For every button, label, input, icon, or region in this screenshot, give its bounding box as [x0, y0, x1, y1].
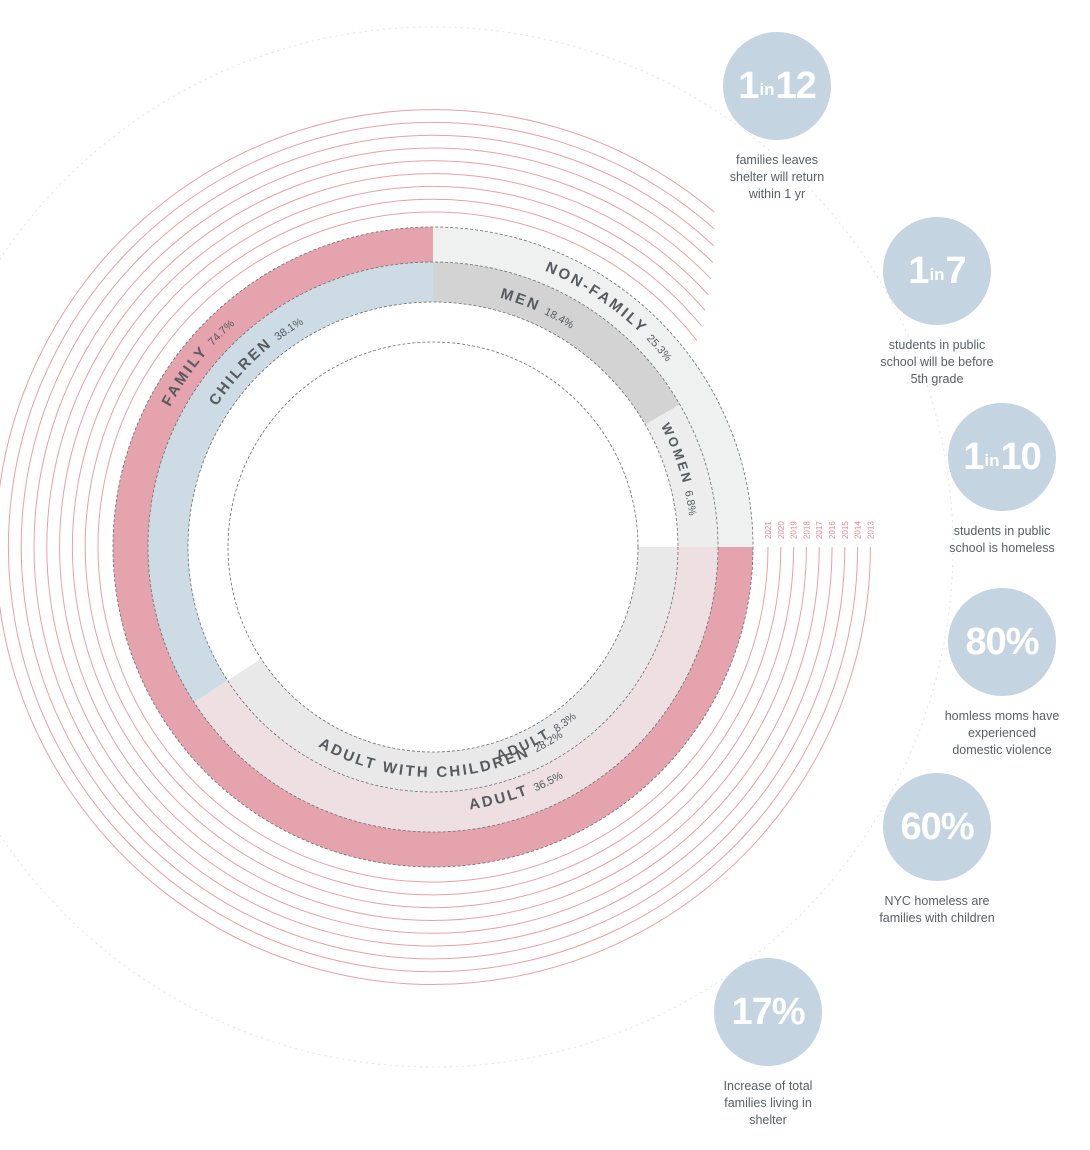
- stat-value: 60%: [900, 805, 974, 848]
- stat-caption-line: domestic violence: [952, 743, 1052, 757]
- year-arc-2017: [46, 160, 820, 934]
- year-label-2020: 2020: [777, 521, 786, 539]
- stat-caption-line: families living in: [724, 1096, 812, 1110]
- ring-inner-adult: [193, 547, 718, 833]
- ring-divider-2: [187, 301, 679, 793]
- stat-item: 1 in 10 students in public school is homeles…: [922, 403, 1082, 557]
- year-label-2018: 2018: [802, 521, 811, 539]
- stat-value-denominator: 7: [945, 249, 967, 292]
- stat-caption: families leaves shelter will return within…: [697, 152, 857, 203]
- year-arc-2014: [7, 121, 859, 973]
- stat-caption-line: 5th grade: [910, 372, 964, 386]
- guide-circle: [0, 26, 954, 1068]
- stat-caption-line: homless moms have: [944, 709, 1060, 723]
- ring-inner-children: [147, 262, 433, 703]
- ring-inner-women: [645, 404, 718, 547]
- stat-value-denominator: 10: [1000, 435, 1041, 478]
- year-label-2015: 2015: [841, 521, 850, 539]
- year-arc-2016: [33, 147, 833, 947]
- stat-value: 17%: [731, 990, 805, 1033]
- ring-divider-0: [112, 226, 754, 868]
- stat-value: 1: [963, 435, 984, 478]
- stat-value-denominator: 12: [775, 64, 816, 107]
- stat-caption-line: students in public: [888, 338, 986, 352]
- stat-value: 1: [908, 249, 929, 292]
- stat-value-in: in: [984, 451, 1000, 470]
- stat-caption: students in public school will be before 5…: [857, 337, 1017, 388]
- year-label-2021: 2021: [764, 521, 773, 539]
- stat-item: 60% NYC homeless are families with childre…: [857, 773, 1017, 927]
- stat-bubble: 1 in 12: [723, 32, 831, 140]
- stat-item: 17% Increase of total families living in sh…: [688, 958, 848, 1129]
- stat-value-in: in: [759, 80, 775, 99]
- ring-outer-non-family: [433, 227, 753, 547]
- year-arcs: 2021 2020 2019 2018 2017 2016 2015 2014 2013: [0, 109, 875, 985]
- ring-inner-adult-with-children: [227, 547, 679, 792]
- ring-divider-1: [147, 261, 719, 833]
- stat-caption-line: families leaves: [736, 153, 818, 167]
- stat-bubble: 1 in 7: [883, 217, 991, 325]
- stat-value: 1: [738, 64, 759, 107]
- stat-caption-line: NYC homeless are: [884, 894, 990, 908]
- donut-rings: [112, 226, 754, 868]
- stat-caption: homless moms have experienced domestic vio…: [922, 708, 1082, 759]
- year-arc-2020: [84, 198, 782, 896]
- stat-caption-line: within 1 yr: [748, 187, 806, 201]
- year-arc-2018: [59, 173, 807, 921]
- year-label-2014: 2014: [854, 521, 863, 539]
- stat-caption-line: students in public: [953, 524, 1051, 538]
- stat-caption-line: experienced: [967, 726, 1037, 740]
- stat-bubble: 17%: [714, 958, 822, 1066]
- stat-value: 80%: [965, 620, 1039, 663]
- ring-divider-3: [227, 341, 639, 753]
- year-label-2017: 2017: [815, 521, 824, 539]
- year-arc-2019: [71, 185, 795, 909]
- year-arc-2013: [0, 109, 871, 985]
- stat-caption: Increase of total families living in shelt…: [688, 1078, 848, 1129]
- guide-dotted-circle: [0, 26, 954, 1068]
- year-arc-2021: [97, 211, 769, 883]
- stat-caption-line: families with children: [879, 911, 995, 925]
- stat-bubble: 60%: [883, 773, 991, 881]
- stat-item: 1 in 7 students in public school will be bef…: [857, 217, 1017, 388]
- segment-pct-women: 6.8%: [682, 489, 698, 516]
- stat-caption-line: school is homeless: [949, 541, 1055, 555]
- stat-value-in: in: [929, 265, 945, 284]
- year-label-2013: 2013: [866, 521, 875, 539]
- stat-caption-line: shelter will return: [729, 170, 825, 184]
- stat-bubble: 80%: [948, 588, 1056, 696]
- stat-caption-line: Increase of total: [723, 1079, 813, 1093]
- stat-item: 1 in 12 families leaves shelter will return w…: [697, 32, 857, 203]
- stat-caption: NYC homeless are families with children: [857, 893, 1017, 927]
- stat-caption: students in public school is homeless: [922, 523, 1082, 557]
- stat-bubble: 1 in 10: [948, 403, 1056, 511]
- year-label-2019: 2019: [790, 521, 799, 539]
- stat-caption-line: school will be before: [880, 355, 994, 369]
- year-arc-2015: [20, 134, 846, 960]
- stat-item: 80% homless moms have experienced domestic …: [922, 588, 1082, 759]
- ring-inner-men: [433, 262, 680, 425]
- year-label-2016: 2016: [828, 521, 837, 539]
- stat-caption-line: shelter: [749, 1113, 787, 1127]
- donut-hole: [228, 342, 638, 752]
